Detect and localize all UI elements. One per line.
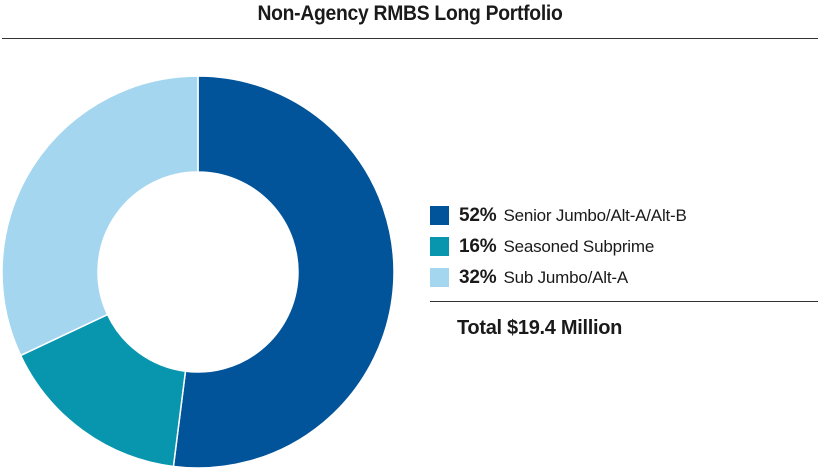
donut-slice-2 [1,75,199,357]
legend-item-senior-jumbo: 52% Senior Jumbo/Alt-A/Alt-B [430,200,820,231]
legend-percent: 16% [459,235,497,257]
legend: 52% Senior Jumbo/Alt-A/Alt-B 16% Seasone… [430,200,820,340]
donut-slice-0 [172,75,395,469]
legend-label: Seasoned Subprime [503,236,655,256]
chart-title: Non-Agency RMBS Long Portfolio [257,2,563,25]
legend-divider [430,301,818,302]
legend-swatch [430,206,449,225]
legend-percent: 32% [459,266,497,288]
legend-swatch [430,268,449,287]
legend-item-sub-jumbo: 32% Sub Jumbo/Alt-A [430,262,820,293]
legend-label: Sub Jumbo/Alt-A [503,267,628,287]
title-divider [2,38,818,39]
legend-swatch [430,237,449,256]
legend-item-seasoned-subprime: 16% Seasoned Subprime [430,231,820,262]
legend-label: Senior Jumbo/Alt-A/Alt-B [503,205,687,225]
legend-percent: 52% [459,204,497,226]
portfolio-total: Total $19.4 Million [457,317,623,339]
donut-chart [1,75,395,469]
